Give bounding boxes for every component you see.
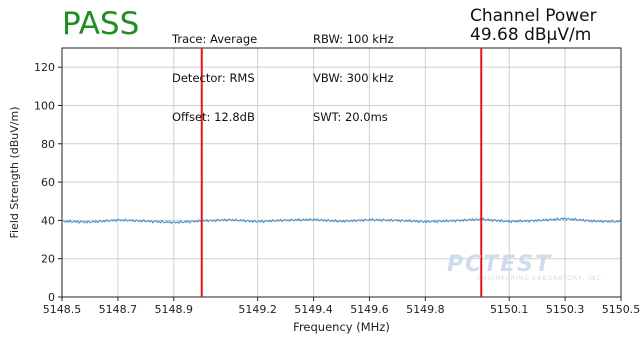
offset-setting: Offset: 12.8dB	[172, 110, 255, 124]
y-tick-label: 20	[41, 253, 55, 266]
y-tick-label: 40	[41, 214, 55, 227]
pass-status: PASS	[62, 6, 140, 42]
rbw-setting: RBW: 100 kHz	[313, 32, 394, 46]
x-tick-label: 5150.5	[602, 303, 641, 316]
x-axis-label: Frequency (MHz)	[293, 320, 390, 334]
x-tick-label: 5150.3	[546, 303, 585, 316]
x-tick-label: 5149.6	[350, 303, 389, 316]
x-tick-label: 5150.1	[490, 303, 529, 316]
trace-line	[61, 217, 622, 225]
settings-left: Trace: Average Detector: RMS Offset: 12.…	[172, 7, 257, 150]
watermark-main: PCTEST	[447, 252, 553, 277]
watermark-logo: PCTEST ENGINEERING LABORATORY, INC.	[447, 252, 605, 282]
vbw-setting: VBW: 300 kHz	[313, 71, 394, 85]
x-tick-label: 5148.9	[155, 303, 194, 316]
watermark-sub: ENGINEERING LABORATORY, INC.	[477, 275, 605, 282]
settings-right: RBW: 100 kHz VBW: 300 kHz SWT: 20.0ms	[313, 7, 394, 150]
x-tick-label: 5148.7	[99, 303, 138, 316]
trace-setting: Trace: Average	[172, 32, 258, 46]
plot-frame	[61, 47, 622, 298]
x-tick-label: 5149.2	[238, 303, 277, 316]
channel-power-value: 49.68 dBµV/m	[470, 25, 592, 45]
detector-setting: Detector: RMS	[172, 71, 255, 85]
swt-setting: SWT: 20.0ms	[313, 110, 388, 124]
x-tick-label: 5148.5	[43, 303, 82, 316]
y-tick-label: 120	[34, 61, 55, 74]
x-tick-label: 5149.4	[294, 303, 333, 316]
x-tick-label: 5149.8	[406, 303, 445, 316]
y-tick-label: 100	[34, 99, 55, 112]
y-axis-label: Field Strength (dBuV/m)	[8, 107, 21, 239]
channel-power-label: Channel Power	[470, 6, 597, 26]
y-tick-label: 80	[41, 138, 55, 151]
y-tick-label: 60	[41, 176, 55, 189]
channel-power-block: Channel Power 49.68 dBµV/m	[470, 7, 597, 45]
y-tick-label: 0	[48, 291, 55, 304]
